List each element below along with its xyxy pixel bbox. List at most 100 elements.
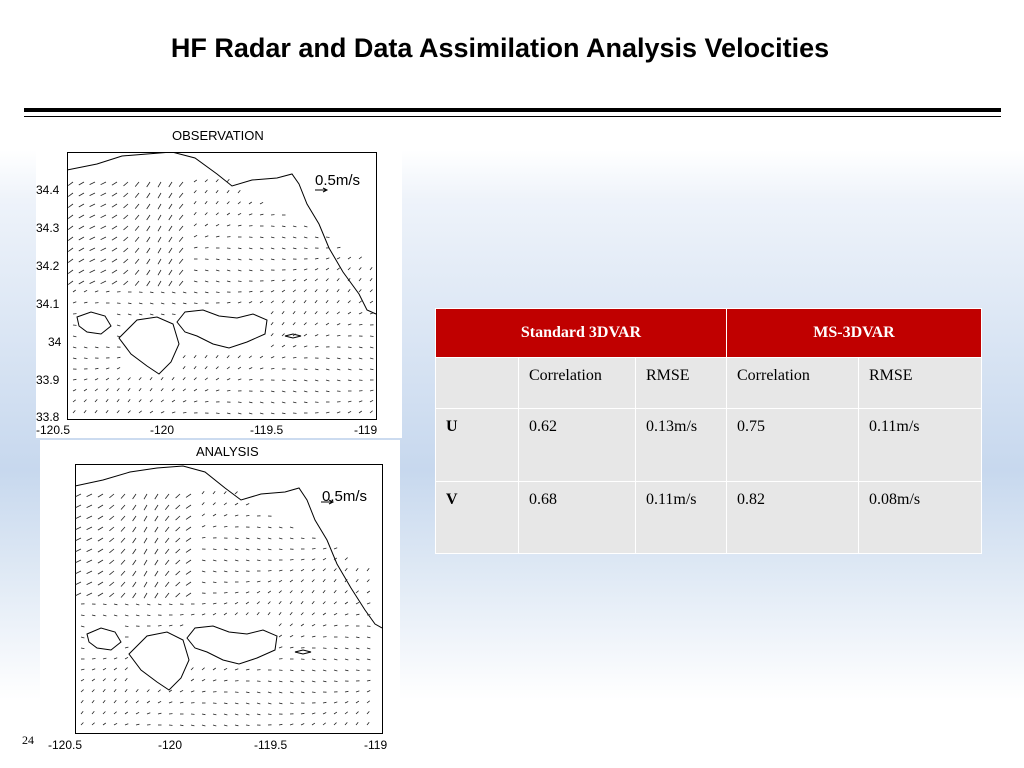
- velocity-vector: [86, 570, 93, 574]
- velocity-vector: [179, 689, 184, 693]
- velocity-vector: [347, 300, 351, 304]
- velocity-vector: [289, 601, 293, 605]
- velocity-vector: [278, 579, 283, 583]
- velocity-vector: [300, 579, 304, 583]
- velocity-vector: [138, 313, 143, 316]
- velocity-vector: [226, 280, 231, 283]
- velocity-vector: [157, 625, 162, 627]
- velocity-vector: [292, 345, 297, 348]
- velocity-vector: [164, 559, 170, 565]
- velocity-vector: [146, 689, 150, 693]
- velocity-vector: [270, 247, 275, 250]
- velocity-vector: [201, 713, 206, 716]
- velocity-vector: [100, 225, 107, 230]
- velocity-vector: [80, 700, 84, 704]
- velocity-vector: [120, 493, 126, 499]
- velocity-vector: [226, 378, 231, 381]
- table-row: V 0.68 0.11m/s 0.82 0.08m/s: [435, 480, 982, 554]
- velocity-vector: [336, 411, 341, 414]
- velocity-vector: [124, 656, 129, 660]
- velocity-vector: [111, 280, 118, 285]
- analysis-island-anacapa: [294, 649, 312, 655]
- velocity-vector: [120, 537, 126, 543]
- velocity-vector: [369, 278, 373, 282]
- velocity-vector: [215, 377, 220, 381]
- velocity-vector: [124, 614, 129, 617]
- velocity-vector: [245, 713, 250, 716]
- velocity-vector: [86, 537, 93, 541]
- velocity-vector: [336, 379, 341, 382]
- analysis-x-tick: -120.5: [48, 738, 83, 752]
- velocity-vector: [281, 412, 286, 415]
- velocity-vector: [127, 313, 132, 316]
- velocity-vector: [91, 700, 95, 704]
- velocity-vector: [182, 388, 186, 392]
- velocity-vector: [111, 192, 118, 197]
- velocity-vector: [223, 602, 228, 605]
- velocity-vector: [325, 289, 329, 293]
- velocity-vector: [157, 203, 162, 210]
- velocity-vector: [149, 377, 153, 381]
- velocity-vector: [267, 612, 271, 616]
- velocity-vector: [215, 389, 220, 392]
- velocity-vector: [303, 368, 308, 370]
- velocity-vector: [223, 679, 228, 682]
- observation-title: OBSERVATION: [172, 128, 264, 143]
- velocity-vector: [178, 225, 184, 231]
- velocity-vector: [311, 590, 315, 594]
- velocity-vector: [237, 201, 241, 205]
- velocity-vector: [223, 702, 228, 705]
- velocity-vector: [91, 614, 96, 617]
- velocity-vector: [237, 366, 242, 370]
- velocity-vector: [124, 603, 129, 606]
- subheader-empty: [435, 357, 519, 409]
- velocity-vector: [333, 669, 338, 672]
- velocity-vector: [132, 515, 137, 522]
- velocity-vector: [80, 614, 85, 616]
- velocity-vector: [311, 612, 315, 616]
- velocity-vector: [369, 389, 374, 392]
- velocity-vector: [322, 568, 326, 572]
- velocity-vector: [190, 678, 195, 682]
- velocity-vector: [116, 313, 121, 316]
- velocity-vector: [67, 181, 74, 186]
- velocity-vector: [215, 235, 220, 238]
- velocity-vector: [215, 190, 219, 194]
- velocity-vector: [143, 537, 148, 544]
- observation-island-santa-cruz: [176, 309, 268, 349]
- velocity-vector: [322, 547, 327, 550]
- velocity-vector: [292, 247, 297, 250]
- velocity-vector: [157, 192, 162, 199]
- velocity-vector: [164, 581, 170, 587]
- analysis-scale-label: 0.5m/s: [322, 488, 368, 505]
- velocity-vector: [292, 333, 296, 337]
- velocity-vector: [105, 346, 110, 348]
- velocity-vector: [245, 591, 250, 594]
- velocity-vector: [314, 257, 319, 260]
- velocity-vector: [355, 658, 360, 661]
- velocity-vector: [366, 579, 370, 583]
- velocity-vector: [234, 502, 239, 506]
- velocity-vector: [278, 691, 283, 694]
- velocity-vector: [325, 300, 329, 304]
- velocity-vector: [201, 690, 206, 693]
- velocity-vector: [278, 623, 282, 627]
- velocity-vector: [333, 658, 338, 661]
- velocity-vector: [193, 377, 197, 381]
- velocity-vector: [113, 603, 118, 606]
- velocity-vector: [190, 667, 194, 671]
- velocity-vector: [248, 301, 253, 304]
- velocity-vector: [278, 569, 283, 572]
- velocity-vector: [344, 690, 349, 693]
- velocity-vector: [80, 647, 85, 649]
- velocity-vector: [111, 225, 118, 230]
- velocity-vector: [281, 247, 286, 250]
- velocity-vector: [154, 559, 159, 566]
- table-header-row: Standard 3DVAR MS-3DVAR: [435, 308, 982, 358]
- velocity-vector: [89, 247, 96, 251]
- velocity-vector: [300, 590, 304, 594]
- velocity-vector: [347, 267, 351, 271]
- velocity-vector: [278, 702, 283, 705]
- velocity-vector: [259, 213, 264, 216]
- velocity-vector: [138, 399, 142, 403]
